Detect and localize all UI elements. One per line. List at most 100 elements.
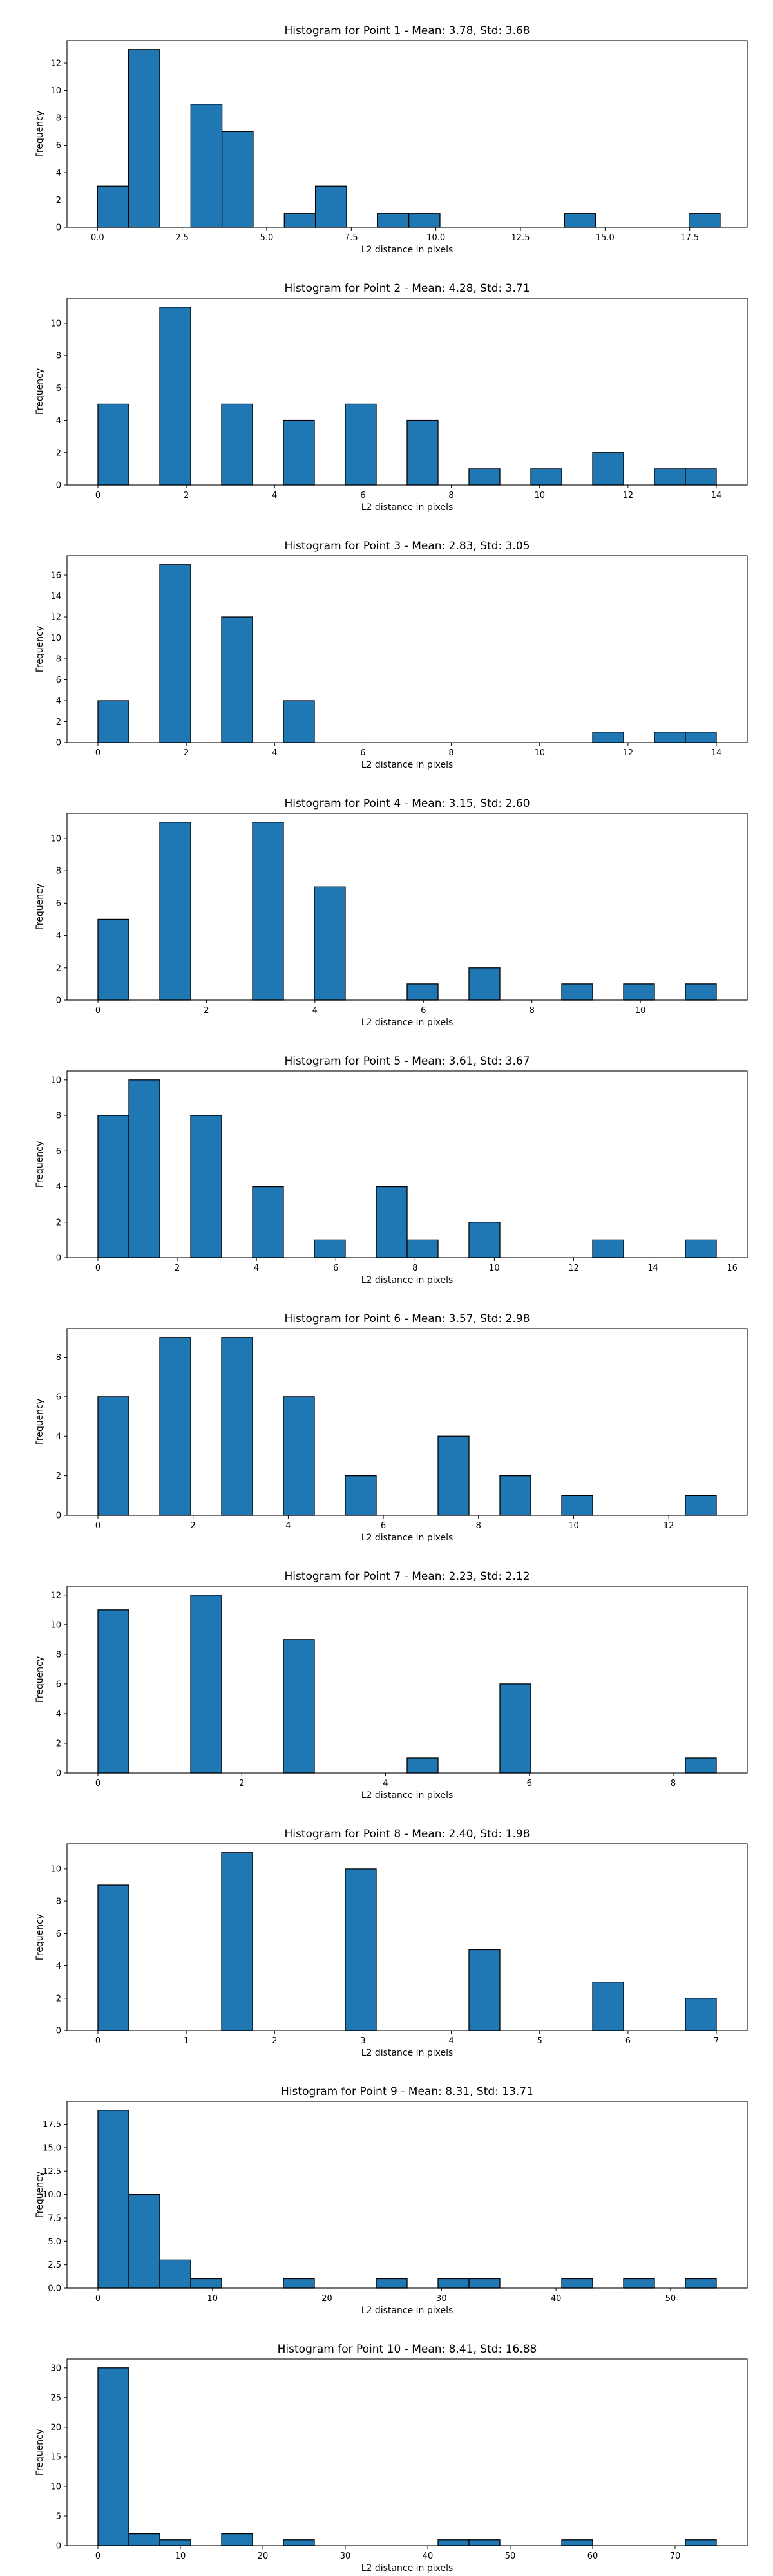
histogram-bar	[437, 1435, 470, 1516]
chart-title: Histogram for Point 4 - Mean: 3.15, Std:…	[284, 797, 530, 810]
histogram-bar	[406, 1757, 439, 1774]
histogram-bar	[654, 468, 686, 486]
x-tick-label: 0.0	[91, 233, 104, 243]
y-tick-label: 12	[50, 1591, 61, 1600]
histogram-bar	[685, 1998, 717, 2031]
y-tick-label: 16	[50, 571, 61, 581]
x-tick-label: 2	[191, 1521, 196, 1531]
histogram-bar	[376, 1186, 408, 1258]
y-tick-label: 2	[56, 1218, 61, 1227]
histogram-bar	[283, 213, 316, 228]
y-tick-label: 7.5	[48, 2213, 61, 2223]
y-tick-label: 10.0	[43, 2190, 61, 2200]
histogram-bar	[128, 2533, 160, 2546]
histogram-bar	[283, 2539, 315, 2546]
y-tick-label: 0	[56, 223, 61, 233]
x-tick-label: 0	[95, 1779, 100, 1788]
y-axis-ticks: 0 2 4 6 8 10 12 14 16	[50, 571, 67, 748]
x-tick-label: 0	[95, 1006, 100, 1016]
chart-panel-3: Histogram for Point 3 - Mean: 2.83, Std:…	[35, 540, 748, 770]
x-tick-label: 0	[95, 2552, 100, 2561]
chart-panel-8: Histogram for Point 8 - Mean: 2.40, Std:…	[35, 1828, 748, 2058]
x-tick-label: 6	[333, 1264, 338, 1273]
x-axis-ticks: 0 10 20 30 40 50 60 70	[95, 2546, 680, 2561]
y-tick-label: 4	[56, 1182, 61, 1192]
x-tick-label: 14	[711, 748, 722, 758]
plot-frame	[66, 1070, 748, 1258]
y-tick-label: 30	[50, 2363, 61, 2373]
x-tick-label: 40	[423, 2552, 434, 2561]
x-axis-ticks: 0.0 2.5 5.0 7.5 10.0 12.5 15.0 17.5	[91, 227, 699, 243]
y-tick-label: 0	[56, 996, 61, 1006]
y-tick-label: 20	[50, 2423, 61, 2432]
y-tick-label: 25	[50, 2393, 61, 2403]
y-tick-label: 14	[50, 592, 61, 601]
x-tick-label: 50	[665, 2294, 676, 2304]
y-axis-ticks: 0 2 4 6 8 10 12	[50, 59, 67, 233]
histogram-bar	[283, 700, 315, 743]
histogram-bar	[283, 1396, 315, 1516]
y-tick-label: 10	[50, 86, 61, 96]
x-axis-ticks: 0 2 4 6 8	[95, 1773, 676, 1788]
x-axis-label: L2 distance in pixels	[361, 1275, 453, 1285]
histogram-bar	[685, 2539, 717, 2546]
y-tick-label: 10	[50, 834, 61, 844]
histogram-bar	[468, 1222, 501, 1258]
plot-frame	[66, 2358, 748, 2546]
chart-panel-2: Histogram for Point 2 - Mean: 4.28, Std:…	[35, 282, 748, 513]
histogram-bar	[314, 1239, 346, 1258]
x-axis-ticks: 0 2 4 6 8 10 12	[95, 1515, 674, 1531]
histogram-bar	[561, 1495, 593, 1516]
x-tick-label: 15.0	[596, 233, 615, 243]
histogram-bar	[561, 2539, 593, 2546]
x-tick-label: 2	[204, 1006, 209, 1016]
histogram-bar	[376, 2278, 408, 2289]
x-tick-label: 5	[537, 2036, 542, 2046]
x-tick-label: 10	[635, 1006, 646, 1016]
y-tick-label: 8	[56, 1112, 61, 1121]
x-tick-label: 4	[448, 2036, 453, 2046]
plot-frame	[66, 1586, 748, 1774]
y-tick-label: 0.0	[48, 2284, 61, 2294]
y-tick-label: 4	[56, 1962, 61, 1971]
y-tick-label: 2	[56, 963, 61, 973]
x-tick-label: 0	[95, 491, 100, 500]
histogram-bar	[345, 1475, 377, 1516]
y-axis-label: Frequency	[35, 111, 45, 157]
y-tick-label: 17.5	[43, 2120, 61, 2130]
chart-title: Histogram for Point 6 - Mean: 3.57, Std:…	[284, 1312, 530, 1325]
histogram-bar	[592, 732, 624, 743]
histogram-bar	[592, 1239, 624, 1258]
plot-frame	[66, 555, 748, 743]
histogram-bar	[688, 213, 721, 228]
histogram-bar	[468, 1949, 501, 2031]
y-tick-label: 12.5	[43, 2167, 61, 2177]
y-tick-label: 6	[56, 384, 61, 393]
y-axis-label: Frequency	[35, 1656, 45, 1703]
histogram-bars	[97, 49, 721, 228]
histogram-bars	[97, 822, 717, 1001]
x-tick-label: 4	[285, 1521, 291, 1531]
y-tick-label: 2	[56, 1739, 61, 1748]
histogram-bar	[159, 2539, 191, 2546]
histogram-bar	[190, 1595, 222, 1774]
y-tick-label: 2.5	[48, 2260, 61, 2270]
x-tick-label: 6	[381, 1521, 386, 1531]
y-axis-label: Frequency	[35, 2172, 45, 2218]
histogram-bar	[623, 2278, 655, 2289]
histogram-bar	[564, 213, 596, 228]
y-tick-label: 2	[56, 196, 61, 205]
x-axis-label: L2 distance in pixels	[361, 1790, 453, 1801]
y-axis-label: Frequency	[35, 1914, 45, 1960]
chart-title: Histogram for Point 10 - Mean: 8.41, Std…	[278, 2343, 537, 2356]
histogram-bar	[685, 1757, 717, 1774]
x-tick-label: 6	[625, 2036, 631, 2046]
x-tick-label: 12	[623, 748, 634, 758]
y-axis-ticks: 0 2 4 6 8 10	[50, 1075, 67, 1264]
x-axis-ticks: 0 2 4 6 8 10 12 14 16	[95, 1258, 738, 1273]
histogram-bar	[128, 1079, 160, 1258]
histogram-bar	[314, 886, 346, 1001]
plot-frame	[66, 1843, 748, 2031]
y-tick-label: 4	[56, 931, 61, 941]
histogram-bar	[468, 967, 501, 1001]
